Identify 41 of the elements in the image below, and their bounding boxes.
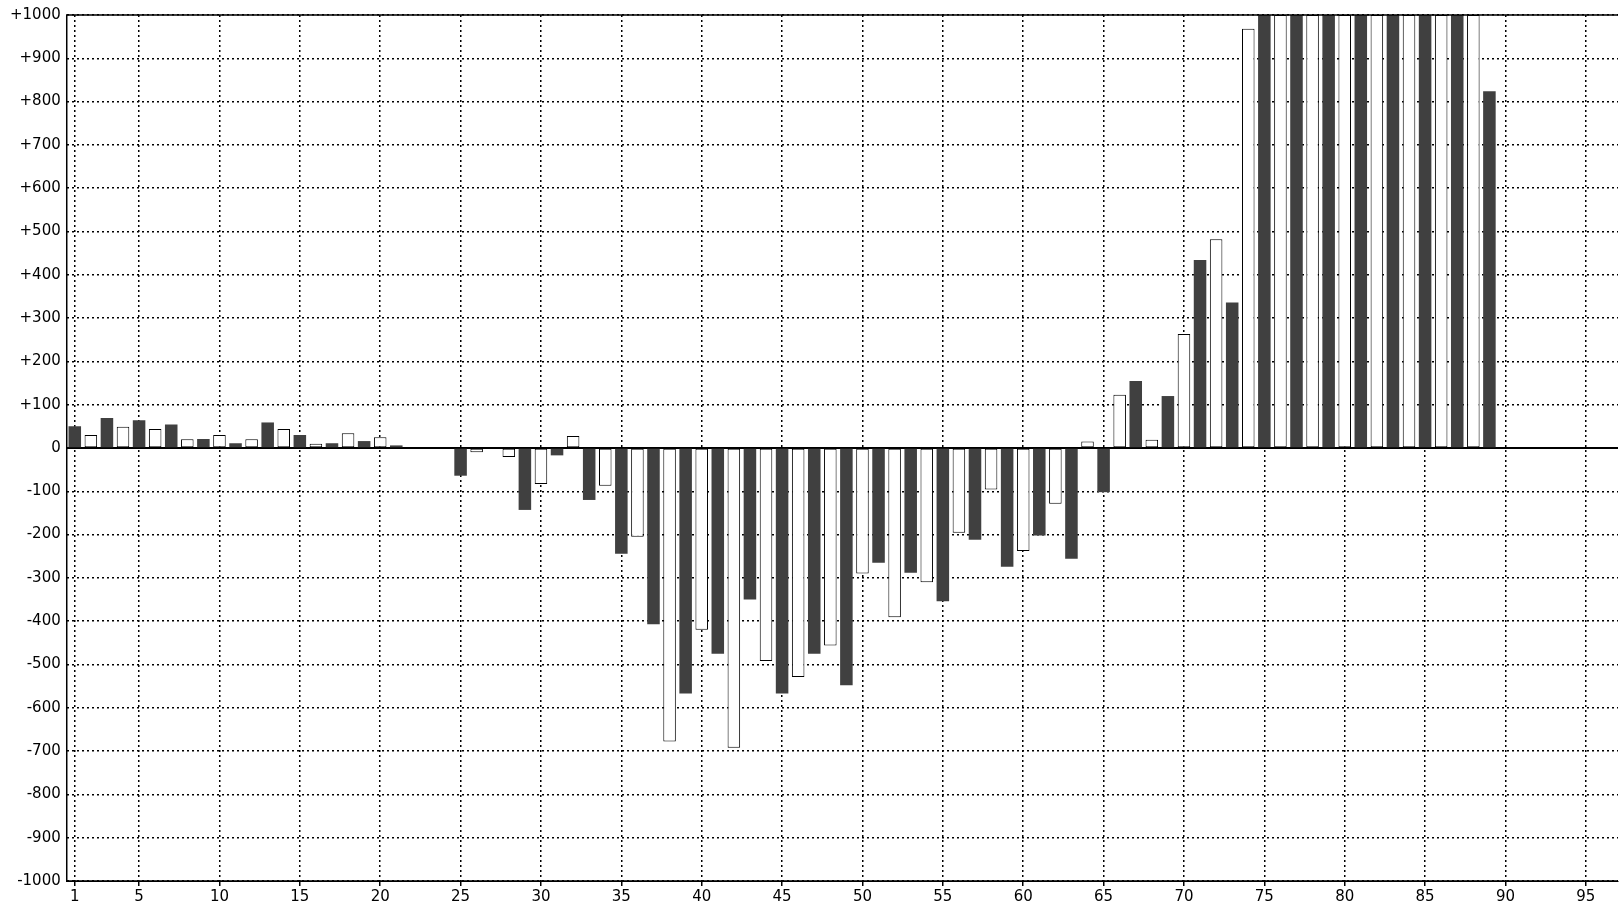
y-tick-label: +800	[19, 91, 61, 110]
x-tick-label: 90	[1495, 886, 1516, 905]
y-tick-label: +600	[19, 178, 61, 197]
y-tick-label: +200	[19, 351, 61, 370]
y-tick-label: +900	[19, 48, 61, 67]
y-tick-label: -100	[26, 481, 61, 500]
y-tick-label: -700	[26, 740, 61, 759]
y-tick-label: +1000	[9, 4, 61, 23]
x-tick-label: 50	[852, 886, 873, 905]
y-tick-label: -800	[26, 784, 61, 803]
x-tick-label: 40	[692, 886, 712, 905]
y-tick-label: 0	[51, 437, 61, 456]
x-tick-label: 80	[1335, 886, 1355, 905]
y-tick-label: +500	[19, 221, 61, 240]
x-tick-label: 5	[134, 886, 144, 905]
y-tick-label: -400	[26, 611, 61, 630]
y-tick-label: -1000	[17, 870, 61, 889]
x-tick-label: 15	[290, 886, 310, 905]
x-tick-label: 60	[1013, 886, 1033, 905]
y-tick-label: -300	[26, 567, 61, 586]
x-tick-label: 10	[209, 886, 229, 905]
x-tick-label: 95	[1576, 886, 1596, 905]
x-tick-label: 55	[933, 886, 953, 905]
y-tick-label: -600	[26, 697, 61, 716]
x-tick-label: 65	[1094, 886, 1114, 905]
x-tick-label: 35	[611, 886, 631, 905]
y-tick-label: +300	[19, 307, 61, 326]
y-tick-label: -200	[26, 524, 61, 543]
y-tick-label: +400	[19, 264, 61, 283]
y-tick-label: -900	[26, 827, 61, 846]
x-tick-label: 1	[70, 886, 80, 905]
y-tick-label: +700	[19, 134, 61, 153]
x-tick-label: 70	[1174, 886, 1194, 905]
x-tick-label: 75	[1254, 886, 1274, 905]
y-tick-label: +100	[19, 394, 61, 413]
x-tick-label: 85	[1415, 886, 1435, 905]
x-tick-label: 45	[772, 886, 792, 905]
x-tick-label: 25	[451, 886, 471, 905]
y-tick-label: -500	[26, 654, 61, 673]
x-tick-label: 20	[370, 886, 390, 905]
x-tick-label: 30	[531, 886, 551, 905]
